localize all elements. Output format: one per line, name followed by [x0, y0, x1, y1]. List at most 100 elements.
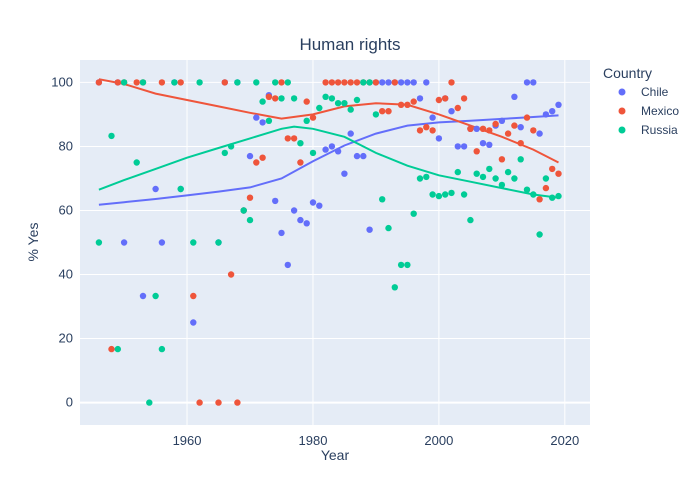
russia-point — [259, 98, 266, 105]
mexico-point — [517, 140, 524, 147]
russia-point — [316, 104, 323, 112]
mexico-point — [253, 159, 260, 166]
y-tick-label: 0 — [66, 395, 73, 410]
x-tick-label: 2000 — [424, 433, 453, 448]
russia-point — [158, 345, 166, 353]
chile-point — [259, 119, 266, 126]
mexico-point — [498, 156, 506, 163]
russia-point — [486, 165, 493, 173]
x-tick-label: 1980 — [299, 433, 328, 448]
chile-point — [549, 108, 556, 115]
chile-point — [486, 141, 493, 148]
x-axis-title: Year — [321, 447, 350, 463]
russia-point — [278, 95, 285, 102]
mexico-point — [158, 79, 166, 86]
mexico-point — [379, 108, 386, 115]
x-tick-label: 1960 — [173, 433, 202, 448]
plot-background — [80, 60, 590, 425]
russia-point — [234, 79, 241, 86]
russia-point — [379, 196, 386, 203]
mexico-point — [530, 127, 537, 134]
russia-point — [240, 207, 247, 214]
chile-point — [353, 152, 361, 160]
chile-point — [460, 143, 468, 150]
russia-point — [385, 224, 392, 232]
russia-legend-marker — [618, 126, 626, 134]
mexico-point — [190, 292, 197, 300]
russia-point — [297, 140, 304, 147]
russia-point — [95, 239, 103, 246]
mexico-point — [353, 79, 361, 86]
russia-point — [429, 191, 436, 198]
russia-point — [272, 79, 279, 86]
mexico-point — [108, 345, 115, 353]
russia-point — [372, 111, 380, 118]
chile-point — [473, 125, 480, 132]
russia-point — [391, 284, 398, 291]
russia-point — [177, 185, 184, 193]
russia-point — [416, 175, 424, 182]
russia-legend-label: Russia — [641, 123, 678, 137]
russia-point — [309, 149, 317, 157]
mexico-point — [555, 170, 562, 177]
mexico-point — [284, 135, 291, 142]
mexico-point — [549, 165, 556, 173]
chile-point — [284, 261, 291, 269]
russia-point — [467, 216, 474, 224]
russia-point — [284, 79, 291, 86]
chile-point — [297, 216, 304, 224]
russia-point — [146, 399, 153, 406]
y-tick-label: 100 — [51, 74, 73, 89]
trend-lines — [98, 78, 559, 206]
russia-point — [360, 79, 367, 86]
mexico-point — [259, 154, 266, 161]
chile-point — [416, 95, 424, 102]
chile-point — [404, 79, 411, 86]
mexico-point — [492, 120, 499, 128]
mexico-point — [442, 95, 449, 102]
chile-point — [555, 101, 562, 109]
chile-point — [278, 229, 285, 237]
chile-point — [246, 152, 254, 160]
chile-point — [272, 197, 279, 205]
mexico-point — [467, 125, 474, 132]
russia-point — [253, 79, 260, 86]
russia-point — [290, 95, 298, 102]
russia-point — [139, 79, 147, 86]
chile-point — [152, 185, 159, 193]
russia-point — [523, 186, 531, 193]
y-tick-label: 40 — [59, 267, 73, 282]
chile-point — [517, 124, 524, 131]
russia-trend-line — [98, 125, 559, 199]
chile-point — [454, 143, 461, 150]
mexico-point — [177, 79, 184, 86]
chile-point — [397, 79, 405, 86]
mexico-point — [511, 122, 518, 129]
chile-point — [385, 79, 392, 86]
russia-point — [366, 79, 373, 86]
russia-point — [460, 191, 468, 198]
mexico-legend-label: Mexico — [641, 104, 679, 118]
mexico-point — [221, 79, 228, 86]
mexico-point — [385, 108, 392, 115]
russia-point — [404, 261, 411, 269]
mexico-point — [460, 95, 468, 102]
chile-legend-label: Chile — [641, 85, 669, 99]
chile-point — [435, 135, 443, 142]
mexico-point — [328, 79, 336, 86]
y-tick-label: 80 — [59, 138, 73, 153]
russia-point — [504, 168, 512, 176]
russia-point — [334, 100, 342, 107]
russia-point — [303, 117, 310, 125]
chile-point — [341, 170, 348, 177]
chile-point — [530, 79, 537, 86]
chile-point — [303, 220, 310, 227]
mexico-point — [334, 79, 342, 86]
chile-point — [290, 207, 298, 214]
mexico-point — [290, 135, 298, 142]
russia-point — [435, 192, 443, 200]
chile-point — [322, 146, 329, 153]
russia-point — [133, 159, 140, 166]
chile-point — [448, 108, 455, 115]
